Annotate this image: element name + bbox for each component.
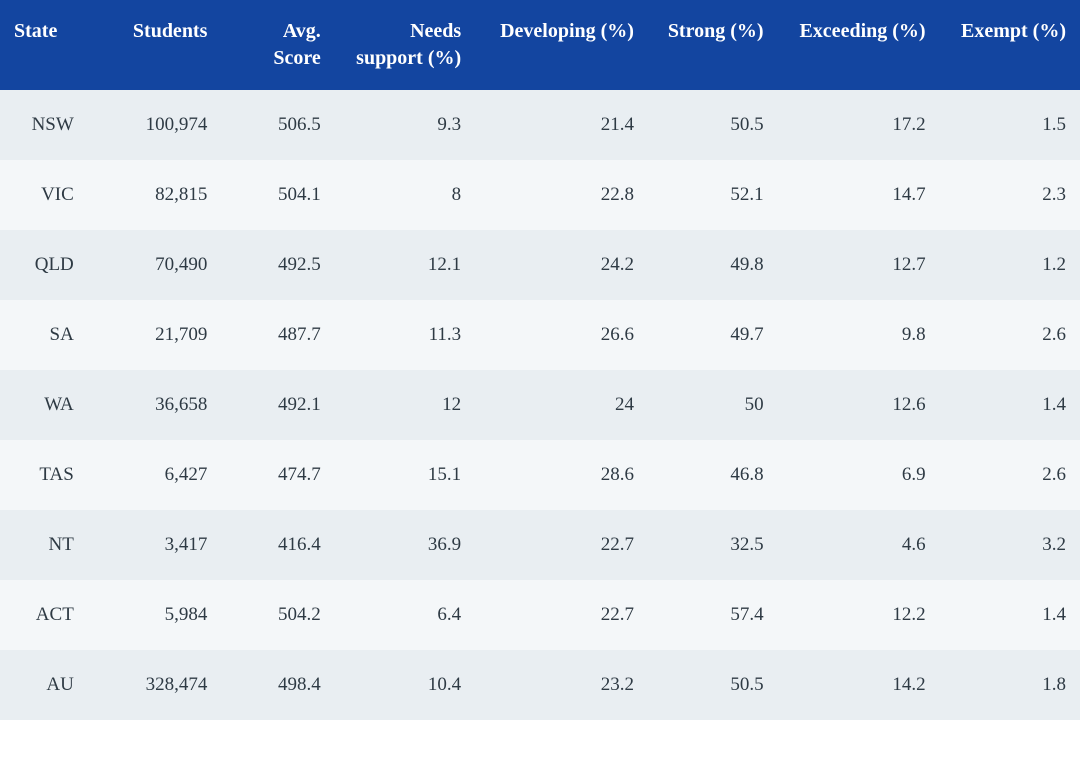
data-table-container: State Students Avg. Score Needs support …	[0, 0, 1080, 720]
cell-avg-score: 474.7	[221, 440, 334, 510]
col-header-students: Students	[92, 0, 222, 90]
cell-exempt: 2.6	[940, 440, 1080, 510]
cell-exceeding: 14.7	[778, 160, 940, 230]
cell-exceeding: 17.2	[778, 90, 940, 160]
cell-exempt: 3.2	[940, 510, 1080, 580]
cell-exempt: 1.8	[940, 650, 1080, 720]
cell-students: 6,427	[92, 440, 222, 510]
cell-strong: 46.8	[648, 440, 778, 510]
cell-exempt: 1.4	[940, 580, 1080, 650]
col-header-exempt: Exempt (%)	[940, 0, 1080, 90]
cell-developing: 28.6	[475, 440, 648, 510]
cell-avg-score: 504.1	[221, 160, 334, 230]
table-header-row: State Students Avg. Score Needs support …	[0, 0, 1080, 90]
table-row: SA 21,709 487.7 11.3 26.6 49.7 9.8 2.6	[0, 300, 1080, 370]
cell-avg-score: 506.5	[221, 90, 334, 160]
col-header-developing: Developing (%)	[475, 0, 648, 90]
cell-state: SA	[0, 300, 92, 370]
cell-needs: 12.1	[335, 230, 475, 300]
cell-needs: 9.3	[335, 90, 475, 160]
cell-avg-score: 492.5	[221, 230, 334, 300]
table-row: NT 3,417 416.4 36.9 22.7 32.5 4.6 3.2	[0, 510, 1080, 580]
cell-exceeding: 4.6	[778, 510, 940, 580]
cell-developing: 21.4	[475, 90, 648, 160]
col-header-avg-score: Avg. Score	[221, 0, 334, 90]
cell-students: 328,474	[92, 650, 222, 720]
cell-developing: 26.6	[475, 300, 648, 370]
cell-exceeding: 6.9	[778, 440, 940, 510]
cell-needs: 12	[335, 370, 475, 440]
cell-state: NSW	[0, 90, 92, 160]
cell-exempt: 2.6	[940, 300, 1080, 370]
cell-developing: 23.2	[475, 650, 648, 720]
table-row: WA 36,658 492.1 12 24 50 12.6 1.4	[0, 370, 1080, 440]
table-row: VIC 82,815 504.1 8 22.8 52.1 14.7 2.3	[0, 160, 1080, 230]
cell-exempt: 2.3	[940, 160, 1080, 230]
col-header-state: State	[0, 0, 92, 90]
cell-state: QLD	[0, 230, 92, 300]
cell-developing: 22.7	[475, 580, 648, 650]
cell-exempt: 1.5	[940, 90, 1080, 160]
cell-state: ACT	[0, 580, 92, 650]
cell-needs: 15.1	[335, 440, 475, 510]
cell-exceeding: 14.2	[778, 650, 940, 720]
cell-students: 100,974	[92, 90, 222, 160]
cell-students: 36,658	[92, 370, 222, 440]
cell-strong: 50	[648, 370, 778, 440]
cell-exempt: 1.4	[940, 370, 1080, 440]
cell-students: 21,709	[92, 300, 222, 370]
cell-exceeding: 12.7	[778, 230, 940, 300]
cell-avg-score: 498.4	[221, 650, 334, 720]
col-header-strong: Strong (%)	[648, 0, 778, 90]
cell-avg-score: 492.1	[221, 370, 334, 440]
cell-strong: 57.4	[648, 580, 778, 650]
cell-developing: 24.2	[475, 230, 648, 300]
table-body: NSW 100,974 506.5 9.3 21.4 50.5 17.2 1.5…	[0, 90, 1080, 720]
cell-state: NT	[0, 510, 92, 580]
cell-strong: 49.7	[648, 300, 778, 370]
cell-students: 3,417	[92, 510, 222, 580]
cell-developing: 22.8	[475, 160, 648, 230]
table-row: NSW 100,974 506.5 9.3 21.4 50.5 17.2 1.5	[0, 90, 1080, 160]
cell-state: AU	[0, 650, 92, 720]
table-header: State Students Avg. Score Needs support …	[0, 0, 1080, 90]
cell-avg-score: 416.4	[221, 510, 334, 580]
cell-state: VIC	[0, 160, 92, 230]
table-row: AU 328,474 498.4 10.4 23.2 50.5 14.2 1.8	[0, 650, 1080, 720]
cell-exceeding: 9.8	[778, 300, 940, 370]
table-row: TAS 6,427 474.7 15.1 28.6 46.8 6.9 2.6	[0, 440, 1080, 510]
cell-strong: 50.5	[648, 650, 778, 720]
cell-developing: 22.7	[475, 510, 648, 580]
cell-state: TAS	[0, 440, 92, 510]
cell-exceeding: 12.2	[778, 580, 940, 650]
cell-strong: 52.1	[648, 160, 778, 230]
cell-strong: 49.8	[648, 230, 778, 300]
data-table: State Students Avg. Score Needs support …	[0, 0, 1080, 720]
cell-exempt: 1.2	[940, 230, 1080, 300]
table-row: QLD 70,490 492.5 12.1 24.2 49.8 12.7 1.2	[0, 230, 1080, 300]
cell-developing: 24	[475, 370, 648, 440]
cell-students: 5,984	[92, 580, 222, 650]
cell-needs: 36.9	[335, 510, 475, 580]
cell-avg-score: 504.2	[221, 580, 334, 650]
cell-strong: 50.5	[648, 90, 778, 160]
cell-students: 82,815	[92, 160, 222, 230]
cell-needs: 11.3	[335, 300, 475, 370]
col-header-needs: Needs support (%)	[335, 0, 475, 90]
cell-strong: 32.5	[648, 510, 778, 580]
cell-state: WA	[0, 370, 92, 440]
cell-needs: 10.4	[335, 650, 475, 720]
col-header-exceeding: Exceeding (%)	[778, 0, 940, 90]
table-row: ACT 5,984 504.2 6.4 22.7 57.4 12.2 1.4	[0, 580, 1080, 650]
cell-exceeding: 12.6	[778, 370, 940, 440]
cell-avg-score: 487.7	[221, 300, 334, 370]
cell-needs: 6.4	[335, 580, 475, 650]
cell-needs: 8	[335, 160, 475, 230]
cell-students: 70,490	[92, 230, 222, 300]
